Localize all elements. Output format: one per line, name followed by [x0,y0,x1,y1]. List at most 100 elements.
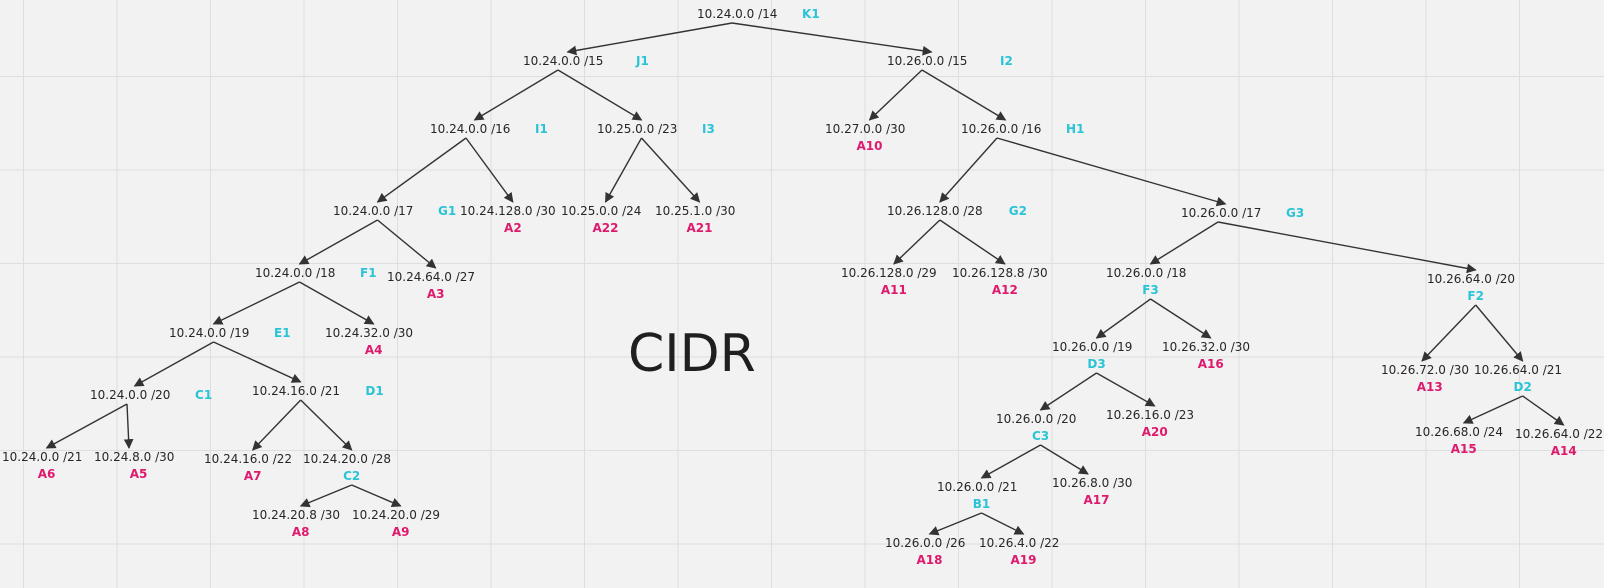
edge-K1-J1 [566,22,733,56]
node-address: 10.25.0.0 /23 [597,122,678,136]
node-address: 10.26.64.0 /22 [1515,427,1604,441]
node-address: 10.24.64.0 /27 [387,270,476,284]
edge-F2-D2 [1475,304,1524,362]
node-address: 10.24.20.0 /28 [303,452,392,466]
diagram-title: CIDR [628,324,756,384]
node-address: 10.25.1.0 /30 [655,204,736,218]
node-tag: G2 [1008,204,1027,218]
edge-H1-G3 [996,137,1227,207]
node-address: 10.24.0.0 /17 [333,204,414,218]
allocation-tag: A12 [991,283,1018,297]
node-address: 10.24.16.0 /21 [252,384,341,398]
node-address: 10.24.0.0 /18 [255,266,336,280]
node-tag: E1 [274,326,291,340]
edge-I1-G1 [376,137,467,203]
node-address: 10.26.0.0 /21 [937,480,1018,494]
node-address: 10.27.0.0 /30 [825,122,906,136]
node-address: 10.26.128.0 /29 [841,266,937,280]
edge-D3-C3 [1039,372,1097,411]
edge-B1-A18 [928,512,982,536]
allocation-tag: A8 [291,525,310,539]
edge-B1-A19 [981,512,1025,535]
allocation-tag: A9 [391,525,410,539]
node-address: 10.26.8.0 /30 [1052,476,1133,490]
node-address: 10.26.0.0 /15 [887,54,968,68]
edge-G2-A12 [939,219,1006,265]
edge-C2-A8 [299,484,352,508]
allocation-tag: A2 [504,221,522,235]
edge-G1-F1 [298,219,378,265]
edge-D1-A7 [252,399,302,451]
edge-E1-C1 [133,341,214,387]
node-tag: C3 [1031,429,1050,443]
node-address: 10.26.64.0 /20 [1427,272,1516,286]
edge-G2-A11 [893,219,941,265]
edge-G3-F2 [1217,221,1477,274]
edge-D3-A20 [1096,372,1156,407]
node-address: 10.26.68.0 /24 [1415,425,1504,439]
node-address: 10.26.16.0 /23 [1106,408,1195,422]
edge-G1-A3 [377,219,437,269]
node-address: 10.24.20.8 /30 [252,508,341,522]
node-address: 10.24.0.0 /16 [430,122,511,136]
node-tag: C1 [195,388,213,402]
edge-J1-I3 [557,69,643,121]
allocation-tag: A18 [916,553,943,567]
node-tag: F2 [1467,289,1484,303]
allocation-tag: A13 [1416,380,1443,394]
node-address: 10.26.0.0 /26 [885,536,966,550]
allocation-tag: A10 [856,139,883,153]
edge-F3-D3 [1095,298,1151,339]
edge-I2-H1 [921,69,1007,121]
node-address: 10.24.16.0 /22 [204,452,293,466]
node-address: 10.26.0.0 /16 [961,122,1042,136]
node-address: 10.26.0.0 /19 [1052,340,1133,354]
node-address: 10.24.0.0 /14 [697,7,778,21]
node-tag: H1 [1066,122,1085,136]
allocation-tag: A3 [426,287,445,301]
node-address: 10.26.128.8 /30 [952,266,1048,280]
node-address: 10.25.0.0 /24 [561,204,642,218]
node-tag: J1 [636,54,649,68]
node-address: 10.24.0.0 /15 [523,54,604,68]
node-tag: F3 [1142,283,1159,297]
edge-C1-A5 [123,403,134,449]
allocation-tag: A4 [364,343,383,357]
edge-H1-G2 [939,137,998,203]
allocation-tag: A20 [1141,425,1168,439]
allocation-tag: A6 [37,467,56,481]
node-address: 10.24.0.0 /20 [90,388,171,402]
allocation-tag: A16 [1197,357,1224,371]
node-address: 10.24.32.0 /30 [325,326,414,340]
node-tag: I2 [1000,54,1013,68]
edge-D1-C2 [300,399,353,451]
allocation-tag: A15 [1450,442,1477,456]
node-address: 10.24.0.0 /21 [2,450,83,464]
edge-C3-A17 [1040,444,1089,475]
node-address: 10.26.4.0 /22 [979,536,1060,550]
node-tag: I1 [535,122,548,136]
edge-F1-E1 [212,281,300,325]
allocation-tag: A11 [880,283,907,297]
edge-D2-A14 [1522,395,1565,426]
node-address: 10.26.128.0 /28 [887,204,983,218]
edge-C3-B1 [980,444,1041,479]
edge-D2-A15 [1462,395,1523,424]
edge-C1-A6 [45,403,128,449]
allocation-tag: A7 [243,469,262,483]
allocation-tag: A22 [592,221,619,235]
edge-I3-A22 [604,137,643,203]
node-tag: G1 [438,204,457,218]
edge-G3-F3 [1149,221,1219,265]
node-address: 10.24.8.0 /30 [94,450,175,464]
node-tag: K1 [802,7,820,21]
allocation-tag: A5 [129,467,148,481]
edge-I3-A21 [640,137,701,203]
node-tag: D2 [1513,380,1532,394]
node-tag: D3 [1087,357,1106,371]
edge-F3-A16 [1150,298,1212,339]
node-tag: F1 [360,266,377,280]
edge-K1-I2 [731,22,933,56]
node-tag: I3 [702,122,715,136]
